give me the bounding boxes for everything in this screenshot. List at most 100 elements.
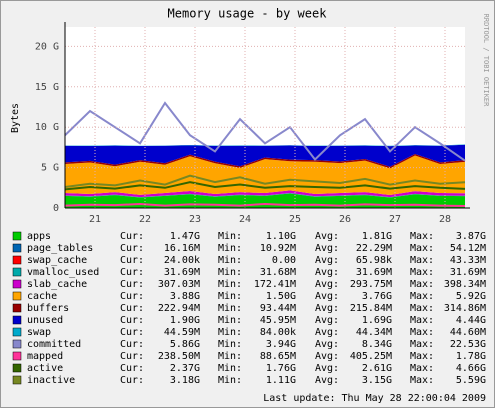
legend-swatch	[12, 291, 22, 301]
stat-label: Max:	[410, 339, 434, 350]
stat-value: 1.78G	[456, 351, 486, 362]
legend-label: unused	[27, 315, 63, 326]
stat-label: Cur:	[120, 339, 144, 350]
stat-value: 293.75M	[350, 279, 392, 290]
watermark: RRDTOOL / TOBI OETIKER	[482, 14, 490, 108]
line	[64, 101, 466, 162]
area	[65, 153, 465, 169]
legend-label: vmalloc_used	[27, 267, 99, 278]
stat-label: Max:	[410, 291, 434, 302]
legend-swatch	[12, 351, 22, 361]
stat-label: Min:	[218, 327, 242, 338]
stat-label: Min:	[218, 255, 242, 266]
stat-label: Avg:	[315, 243, 339, 254]
stat-value: 3.87G	[456, 231, 486, 242]
stat-value: 215.84M	[350, 303, 392, 314]
stat-label: Avg:	[315, 315, 339, 326]
stat-label: Min:	[218, 363, 242, 374]
legend-label: committed	[27, 339, 81, 350]
x-tick-label: 28	[439, 214, 451, 225]
legend-label: swap_cache	[27, 255, 87, 266]
legend-swatch	[12, 279, 22, 289]
stat-value: 3.76G	[362, 291, 392, 302]
stat-value: 31.68M	[260, 267, 296, 278]
stat-value: 307.03M	[158, 279, 200, 290]
stat-label: Max:	[410, 267, 434, 278]
stat-label: Min:	[218, 279, 242, 290]
legend-swatch	[12, 243, 22, 253]
legend-label: page_tables	[27, 243, 93, 254]
stat-value: 1.69G	[362, 315, 392, 326]
stat-label: Max:	[410, 327, 434, 338]
line	[64, 181, 466, 191]
area	[65, 190, 465, 198]
stat-value: 1.10G	[266, 231, 296, 242]
stat-label: Max:	[410, 279, 434, 290]
legend-swatch	[12, 303, 22, 313]
legend-label: cache	[27, 291, 57, 302]
stat-value: 44.34M	[356, 327, 392, 338]
y-tick-label: 20 G	[35, 41, 59, 52]
legend-swatch	[12, 267, 22, 277]
stat-value: 1.50G	[266, 291, 296, 302]
area	[65, 144, 465, 147]
stat-value: 54.12M	[450, 243, 486, 254]
stat-value: 405.25M	[350, 351, 392, 362]
stat-label: Cur:	[120, 231, 144, 242]
stat-value: 24.00k	[164, 255, 200, 266]
stat-label: Cur:	[120, 315, 144, 326]
stat-label: Avg:	[315, 339, 339, 350]
stat-value: 314.86M	[444, 303, 486, 314]
stat-label: Cur:	[120, 267, 144, 278]
stat-value: 44.60M	[450, 327, 486, 338]
stat-label: Avg:	[315, 327, 339, 338]
stat-value: 3.94G	[266, 339, 296, 350]
stat-value: 1.81G	[362, 231, 392, 242]
legend-swatch	[12, 315, 22, 325]
stat-label: Cur:	[120, 375, 144, 386]
stat-value: 2.61G	[362, 363, 392, 374]
stat-label: Avg:	[315, 267, 339, 278]
stat-value: 31.69M	[356, 267, 392, 278]
stat-label: Avg:	[315, 303, 339, 314]
stat-value: 84.00k	[260, 327, 296, 338]
x-tick-label: 24	[239, 214, 251, 225]
legend-label: apps	[27, 231, 51, 242]
stat-label: Cur:	[120, 255, 144, 266]
chart-title: Memory usage - by week	[168, 7, 328, 21]
stat-label: Min:	[218, 231, 242, 242]
legend-label: mapped	[27, 351, 63, 362]
legend-swatch	[12, 375, 22, 385]
stat-value: 4.44G	[456, 315, 486, 326]
stat-label: Avg:	[315, 375, 339, 386]
stat-label: Min:	[218, 315, 242, 326]
stat-label: Min:	[218, 291, 242, 302]
stat-value: 3.88G	[170, 291, 200, 302]
stat-value: 222.94M	[158, 303, 200, 314]
stat-value: 45.95M	[260, 315, 296, 326]
stat-label: Max:	[410, 351, 434, 362]
stat-label: Min:	[218, 375, 242, 386]
stat-value: 22.29M	[356, 243, 392, 254]
stat-label: Avg:	[315, 351, 339, 362]
stat-label: Min:	[218, 267, 242, 278]
stat-value: 5.86G	[170, 339, 200, 350]
stat-label: Cur:	[120, 303, 144, 314]
stat-value: 31.69M	[450, 267, 486, 278]
stat-label: Avg:	[315, 231, 339, 242]
stat-value: 5.59G	[456, 375, 486, 386]
x-tick-label: 21	[89, 214, 101, 225]
stat-value: 5.92G	[456, 291, 486, 302]
x-tick-label: 23	[189, 214, 201, 225]
stat-value: 44.59M	[164, 327, 200, 338]
stat-label: Cur:	[120, 243, 144, 254]
stat-label: Cur:	[120, 351, 144, 362]
y-tick-label: 15 G	[35, 82, 59, 93]
x-tick-label: 22	[139, 214, 151, 225]
stat-value: 0.00	[272, 255, 296, 266]
legend-swatch	[12, 339, 22, 349]
x-tick-label: 25	[289, 214, 301, 225]
line	[64, 202, 466, 208]
legend-swatch	[12, 327, 22, 337]
